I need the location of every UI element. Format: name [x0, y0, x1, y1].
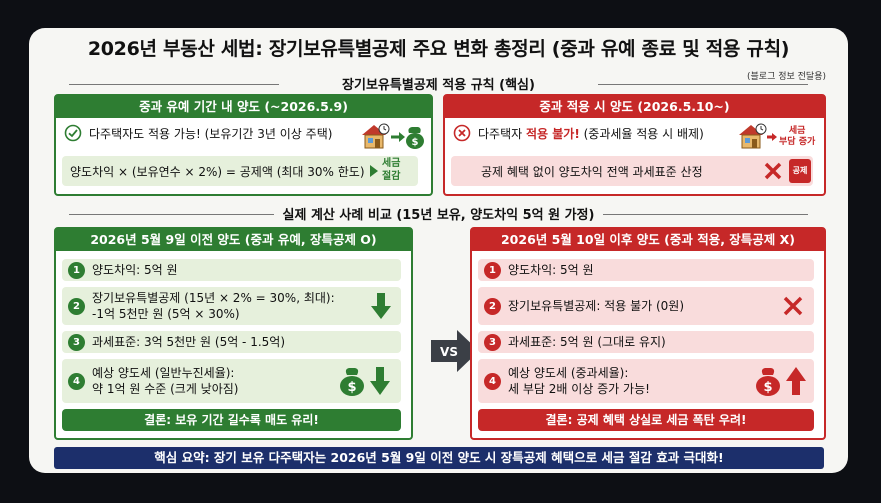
burden-label-line: 부담 증가	[779, 137, 816, 147]
divider	[69, 213, 274, 215]
case-step-3: 3 과세표준: 5억 원 (그대로 유지)	[478, 331, 814, 353]
rule-box-header: 중과 유예 기간 내 양도 (~2026.5.9)	[56, 96, 431, 118]
not-applicable-highlight: 적용 불가!	[525, 126, 580, 141]
case-step-4: 4 예상 양도세 (중과세율): 세 부담 2배 이상 증가 가능! $	[478, 359, 814, 403]
step-number: 1	[484, 261, 501, 279]
infographic-card: 2026년 부동산 세법: 장기보유특별공제 주요 변화 총정리 (중과 유예 …	[29, 28, 848, 473]
conclusion-after: 결론: 공제 혜택 상실로 세금 폭탄 우려!	[478, 409, 814, 431]
rule-line-1: 다주택자도 적용 가능! (보유기간 3년 이상 주택)	[64, 124, 332, 142]
burden-label: 세금 부담 증가	[779, 126, 815, 148]
step-number: 4	[484, 372, 501, 390]
check-circle-icon	[64, 124, 82, 142]
case-step-1: 1 양도차익: 5억 원	[478, 259, 814, 281]
section-title-example: 실제 계산 사례 비교 (15년 보유, 양도차익 5억 원 가정)	[29, 204, 848, 223]
step-text: 과세표준: 3억 5천만 원 (5억 - 1.5억)	[92, 335, 286, 349]
step-text-line: 장기보유특별공제 (15년 × 2% = 30%, 최대):	[92, 291, 335, 305]
section-title-rules: 장기보유특별공제 적용 규칙 (핵심)	[29, 74, 848, 93]
case-step-3: 3 과세표준: 3억 5천만 원 (5억 - 1.5억)	[62, 331, 401, 353]
section-title-text: 장기보유특별공제 적용 규칙 (핵심)	[342, 78, 535, 93]
arrow-down-icon	[370, 367, 390, 395]
money-bag-icon: $	[340, 368, 364, 396]
step-number: 1	[68, 261, 85, 279]
case-step-4: 4 예상 양도세 (일반누진세율): 약 1억 원 수준 (크게 낮아짐) $	[62, 359, 401, 403]
rule-box-heavy-tax: 중과 적용 시 양도 (2026.5.10~) 다주택자 적용 불가! (중과세…	[443, 94, 826, 196]
burden-label-line: 세금	[788, 126, 806, 136]
svg-text:$: $	[763, 380, 772, 395]
rule-line-text: 다주택자 적용 불가! (중과세율 적용 시 배제)	[478, 125, 704, 142]
case-box-before: 2026년 5월 9일 이전 양도 (중과 유예, 장특공제 O) 1 양도차익…	[54, 227, 413, 440]
step-text: 양도차익: 5억 원	[508, 263, 594, 277]
saving-label: 세금 절감	[382, 157, 400, 183]
case-box-header: 2026년 5월 10일 이후 양도 (중과 적용, 장특공제 X)	[472, 229, 824, 251]
step-text-line: 세 부담 2배 이상 증가 가능!	[508, 382, 650, 396]
rule-no-deduction: 공제 혜택 없이 양도차익 전액 과세표준 산정 공제	[451, 156, 813, 186]
arrow-up-icon	[786, 367, 806, 395]
saving-label-line: 세금	[382, 158, 401, 169]
step-text: 장기보유특별공제: 적용 불가 (0원)	[508, 299, 685, 313]
step-text-line: -1억 5천만 원 (5억 × 30%)	[92, 307, 240, 321]
arrow-down-icon	[371, 293, 391, 319]
page-title: 2026년 부동산 세법: 장기보유특별공제 주요 변화 총정리 (중과 유예 …	[87, 38, 790, 60]
rule-line-1: 다주택자 적용 불가! (중과세율 적용 시 배제)	[453, 124, 704, 142]
vs-label: VS	[440, 345, 458, 359]
key-summary-banner: 핵심 요약: 장기 보유 다주택자는 2026년 5월 9일 이전 양도 시 장…	[54, 447, 824, 469]
house-icon	[739, 123, 777, 149]
step-text: 양도차익: 5억 원	[92, 263, 178, 277]
case-box-header: 2026년 5월 9일 이전 양도 (중과 유예, 장특공제 O)	[56, 229, 411, 251]
rule-box-deferral: 중과 유예 기간 내 양도 (~2026.5.9) 다주택자도 적용 가능! (…	[54, 94, 433, 196]
step-number: 4	[68, 372, 85, 390]
money-bag-icon: $	[756, 368, 780, 396]
no-deduction-text: 공제 혜택 없이 양도차익 전액 과세표준 산정	[481, 164, 703, 179]
rule-formula: 양도차익 × (보유연수 × 2%) = 공제액 (최대 30% 한도) 세금 …	[62, 156, 418, 186]
svg-text:$: $	[347, 380, 356, 395]
case-step-2: 2 장기보유특별공제: 적용 불가 (0원)	[478, 287, 814, 325]
rule-line-text: 다주택자도 적용 가능! (보유기간 3년 이상 주택)	[89, 126, 333, 141]
rule-line-prefix: 다주택자	[478, 126, 526, 141]
step-text: 장기보유특별공제 (15년 × 2% = 30%, 최대): -1억 5천만 원…	[92, 290, 335, 322]
play-arrow-icon	[370, 165, 378, 177]
house-to-money-icon: $	[362, 123, 424, 149]
saving-label-line: 절감	[382, 171, 401, 182]
x-mark-icon	[764, 162, 782, 180]
x-mark-icon	[783, 296, 803, 316]
deduction-stamp: 공제	[789, 159, 811, 183]
step-number: 2	[484, 297, 501, 315]
step-text-line: 약 1억 원 수준 (크게 낮아짐)	[92, 382, 239, 396]
vs-arrow-icon: VS	[431, 330, 479, 372]
step-number: 2	[68, 297, 85, 315]
step-text: 예상 양도세 (중과세율): 세 부담 2배 이상 증가 가능!	[508, 365, 650, 397]
blog-note: (블로그 정보 전달용)	[747, 72, 826, 82]
case-step-2: 2 장기보유특별공제 (15년 × 2% = 30%, 최대): -1억 5천만…	[62, 287, 401, 325]
conclusion-before: 결론: 보유 기간 길수록 매도 유리!	[62, 409, 401, 431]
divider	[603, 213, 808, 215]
step-text: 과세표준: 5억 원 (그대로 유지)	[508, 335, 666, 349]
divider	[69, 83, 279, 85]
case-step-1: 1 양도차익: 5억 원	[62, 259, 401, 281]
case-box-after: 2026년 5월 10일 이후 양도 (중과 적용, 장특공제 X) 1 양도차…	[470, 227, 826, 440]
x-circle-icon	[453, 124, 471, 142]
section-title-text: 실제 계산 사례 비교 (15년 보유, 양도차익 5억 원 가정)	[282, 208, 595, 223]
rule-line-suffix: (중과세율 적용 시 배제)	[579, 126, 704, 141]
divider	[598, 83, 808, 85]
step-text: 예상 양도세 (일반누진세율): 약 1억 원 수준 (크게 낮아짐)	[92, 365, 238, 397]
step-number: 3	[484, 333, 501, 351]
svg-text:$: $	[412, 137, 419, 148]
step-text-line: 예상 양도세 (일반누진세율):	[92, 366, 235, 380]
step-number: 3	[68, 333, 85, 351]
step-text-line: 예상 양도세 (중과세율):	[508, 366, 629, 380]
rule-box-header: 중과 적용 시 양도 (2026.5.10~)	[445, 96, 824, 118]
formula-text: 양도차익 × (보유연수 × 2%) = 공제액 (최대 30% 한도)	[70, 164, 365, 179]
